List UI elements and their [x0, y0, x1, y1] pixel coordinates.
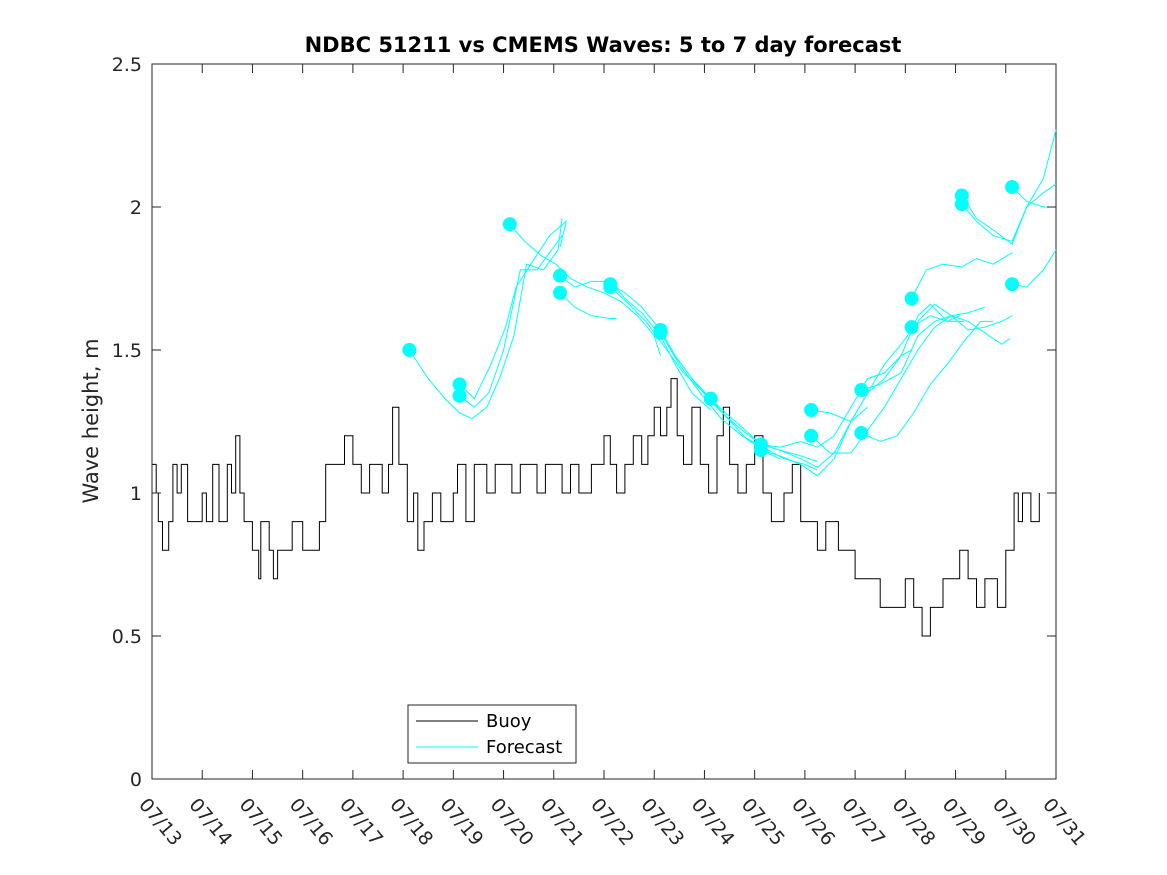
- forecast-start-marker: [753, 443, 768, 458]
- forecast-series-layer: [402, 129, 1057, 477]
- forecast-start-marker: [1005, 277, 1020, 292]
- legend-box: [407, 704, 577, 764]
- forecast-start-marker: [653, 325, 668, 340]
- forecast-run-line: [559, 292, 617, 319]
- forecast-start-marker: [452, 388, 467, 403]
- forecast-run-line: [911, 315, 964, 328]
- axes-box: [151, 63, 1057, 780]
- forecast-start-marker: [854, 425, 869, 440]
- forecast-run-line: [961, 183, 1057, 245]
- forecast-run-line: [1012, 249, 1057, 288]
- forecast-start-marker: [804, 403, 819, 418]
- forecast-run-line: [760, 349, 912, 448]
- plot-area: [151, 63, 1057, 780]
- forecast-run-line: [861, 315, 1011, 391]
- forecast-start-marker: [553, 285, 568, 300]
- buoy-line: [152, 378, 1040, 637]
- forecast-run-line: [811, 303, 1013, 423]
- forecast-run-line: [911, 252, 1013, 299]
- legend: Buoy Forecast: [407, 704, 577, 764]
- forecast-run-line: [559, 275, 712, 411]
- y-tick-label: 0.5: [112, 626, 142, 648]
- y-tick-label: 2: [130, 197, 142, 219]
- forecast-start-marker: [452, 377, 467, 392]
- forecast-start-marker: [804, 428, 819, 443]
- forecast-start-marker: [954, 197, 969, 212]
- forecast-run-line: [710, 398, 869, 468]
- forecast-start-marker: [1005, 179, 1020, 194]
- y-tick-label: 0: [130, 769, 142, 791]
- forecast-run-line: [660, 332, 818, 471]
- forecast-start-marker: [854, 383, 869, 398]
- forecast-run-line: [459, 219, 568, 400]
- y-axis: 0 0.5 1 1.5 2 2.5: [112, 54, 1056, 791]
- forecast-run-line: [861, 320, 994, 443]
- forecast-start-marker: [904, 291, 919, 306]
- forecast-start-marker: [402, 343, 417, 357]
- forecast-start-marker: [904, 320, 919, 335]
- forecast-run-line: [810, 306, 986, 454]
- legend-label-forecast: Forecast: [486, 737, 562, 758]
- forecast-start-marker: [603, 280, 618, 295]
- forecast-run-line: [408, 218, 563, 420]
- buoy-series-layer: [152, 378, 1040, 637]
- forecast-run-line: [459, 235, 563, 408]
- forecast-start-marker: [502, 217, 517, 232]
- legend-label-buoy: Buoy: [486, 711, 532, 732]
- y-axis-label: Wave height, m: [79, 338, 103, 503]
- chart-title: NDBC 51211 vs CMEMS Waves: 5 to 7 day fo…: [305, 33, 902, 57]
- y-tick-label: 1: [130, 483, 142, 505]
- y-tick-label: 2.5: [112, 54, 142, 76]
- forecast-start-marker: [703, 391, 718, 406]
- forecast-run-line: [660, 329, 818, 462]
- forecast-run-line: [509, 223, 661, 356]
- forecast-start-marker: [553, 268, 568, 283]
- y-tick-label: 1.5: [112, 340, 142, 362]
- forecast-run-line: [961, 129, 1057, 242]
